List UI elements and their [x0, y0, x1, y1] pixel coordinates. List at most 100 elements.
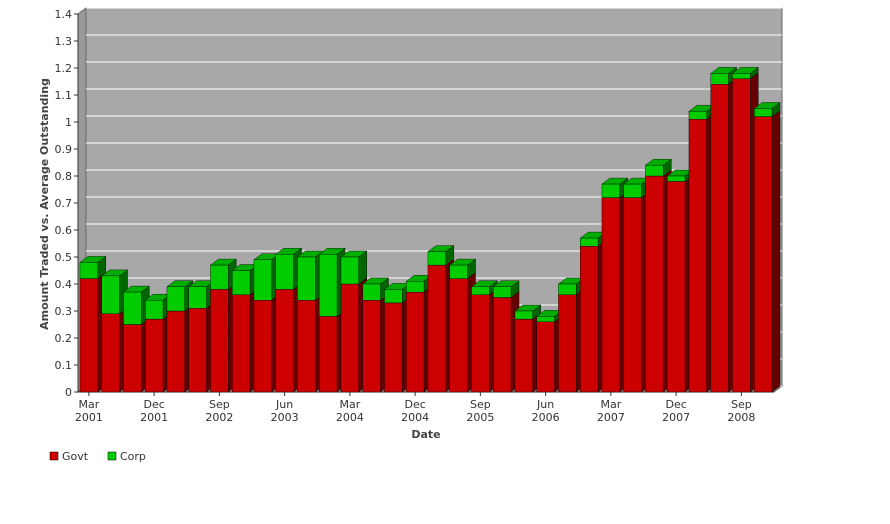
x-tick-label: Dec — [404, 398, 425, 411]
x-tick-label: 2002 — [205, 411, 233, 424]
y-tick-label: 1.3 — [55, 35, 73, 48]
bar — [732, 78, 751, 393]
bar — [645, 164, 664, 177]
bar — [79, 278, 98, 393]
x-tick-label: 2005 — [466, 411, 494, 424]
x-tick-label: 2008 — [727, 411, 755, 424]
bar — [406, 281, 425, 293]
bar — [145, 300, 164, 320]
x-tick-label: 2001 — [140, 411, 168, 424]
bar — [232, 270, 251, 295]
bar — [558, 283, 577, 296]
y-tick-label: 0.9 — [55, 143, 73, 156]
x-tick-label: 2007 — [597, 411, 625, 424]
bar — [406, 291, 425, 393]
y-tick-label: 0.7 — [55, 197, 73, 210]
legend-swatch — [49, 451, 59, 461]
x-tick-label: Sep — [470, 398, 491, 411]
bar — [710, 83, 729, 393]
x-tick-label: 2001 — [75, 411, 103, 424]
bar — [580, 237, 599, 247]
bar — [493, 286, 512, 298]
bar — [514, 310, 533, 320]
bar — [123, 324, 142, 393]
y-tick-label: 0.8 — [55, 170, 73, 183]
bar — [210, 264, 229, 290]
x-tick-label: Sep — [731, 398, 752, 411]
x-tick-label: Mar — [78, 398, 99, 411]
y-tick-label: 0.3 — [55, 305, 73, 318]
bar — [471, 286, 490, 296]
x-tick-label: Jun — [536, 398, 554, 411]
bar — [123, 291, 142, 325]
bar — [166, 286, 185, 312]
y-tick-label: 0.2 — [55, 332, 73, 345]
bar — [667, 175, 686, 182]
y-tick-label: 1.2 — [55, 62, 73, 75]
bar — [384, 302, 403, 393]
bar — [536, 316, 555, 322]
bar-side — [771, 110, 781, 393]
bar — [427, 264, 446, 393]
bar — [101, 313, 120, 393]
bar — [558, 294, 577, 393]
bar — [253, 300, 272, 393]
bar — [166, 310, 185, 393]
bar — [319, 254, 338, 317]
y-axis-title: Amount Traded vs. Average Outstanding — [38, 78, 51, 330]
bar — [688, 119, 707, 393]
x-tick-label: Mar — [339, 398, 360, 411]
y-tick-label: 0.1 — [55, 359, 73, 372]
bar — [754, 116, 773, 393]
bar — [340, 256, 359, 285]
x-tick-label: Dec — [665, 398, 686, 411]
bar — [188, 286, 207, 309]
bar — [275, 289, 294, 393]
legend-label: Corp — [120, 450, 146, 463]
x-tick-label: 2006 — [532, 411, 560, 424]
bar — [362, 300, 381, 393]
bar — [145, 318, 164, 393]
bar — [362, 283, 381, 301]
y-tick-label: 0.4 — [55, 278, 73, 291]
legend-label: Govt — [62, 450, 89, 463]
bar — [340, 283, 359, 393]
bar — [188, 308, 207, 393]
x-tick-label: 2007 — [662, 411, 690, 424]
bar — [253, 259, 272, 301]
x-tick-label: Mar — [600, 398, 621, 411]
bar — [471, 294, 490, 393]
x-tick-label: Dec — [143, 398, 164, 411]
bar — [514, 318, 533, 393]
x-tick-label: Jun — [275, 398, 293, 411]
bar — [536, 321, 555, 393]
x-axis-title: Date — [411, 428, 440, 441]
y-tick-label: 0 — [65, 386, 72, 399]
x-tick-label: 2004 — [336, 411, 364, 424]
y-tick-label: 1.1 — [55, 89, 73, 102]
bar — [232, 294, 251, 393]
y-tick-label: 0.5 — [55, 251, 73, 264]
bar — [427, 251, 446, 266]
bar — [275, 254, 294, 290]
bar — [601, 183, 620, 198]
bar — [384, 289, 403, 304]
bar — [667, 181, 686, 393]
bar — [580, 245, 599, 393]
y-tick-label: 1.4 — [55, 8, 73, 21]
bar — [688, 110, 707, 120]
bar — [601, 197, 620, 393]
bar — [710, 73, 729, 85]
bar — [101, 275, 120, 314]
x-tick-label: 2003 — [271, 411, 299, 424]
bar — [79, 262, 98, 279]
bar — [645, 175, 664, 393]
bar — [732, 73, 751, 80]
bar — [493, 297, 512, 393]
bar — [754, 108, 773, 117]
bar — [319, 316, 338, 393]
x-tick-label: Sep — [209, 398, 230, 411]
bar — [449, 264, 468, 279]
bar — [623, 197, 642, 393]
